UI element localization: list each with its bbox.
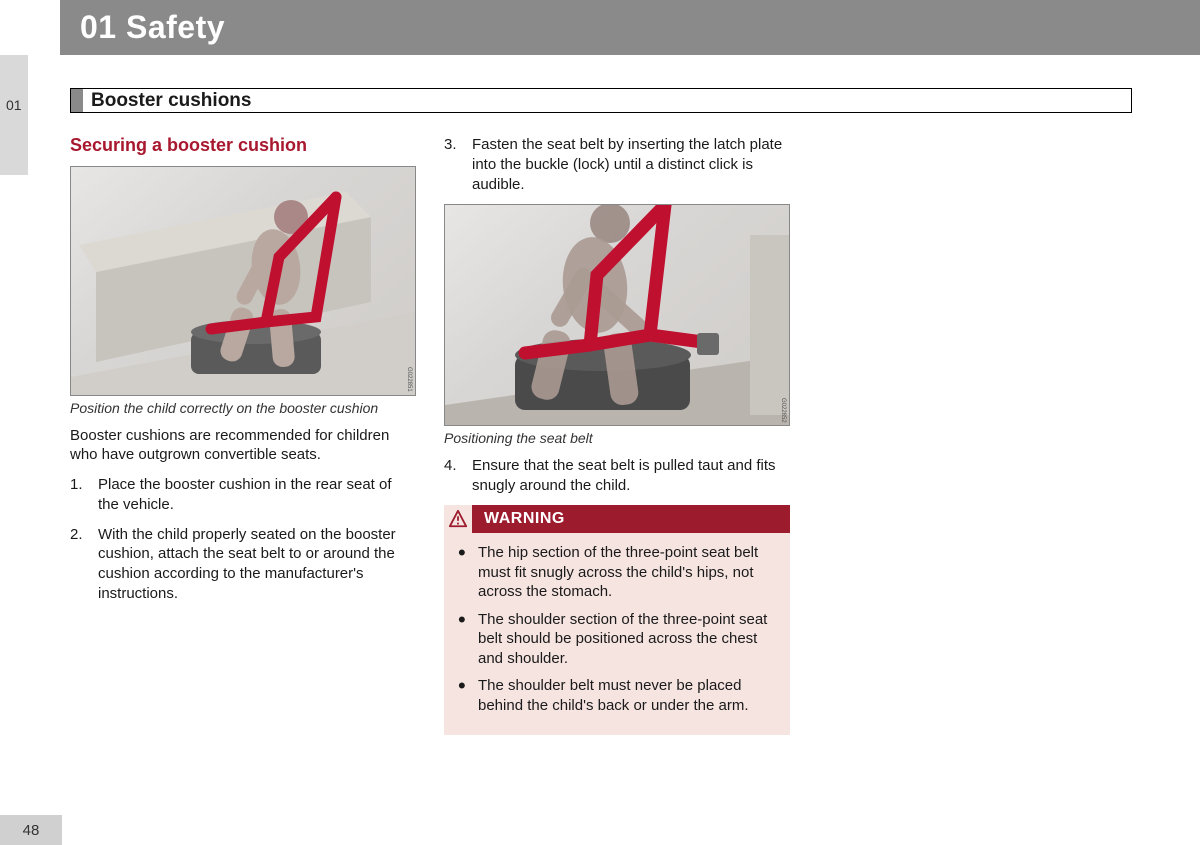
figure-1: G022851: [70, 166, 416, 396]
warning-label: WARNING: [484, 510, 565, 528]
warning-header: WARNING: [444, 505, 790, 533]
warning-item-1: The hip section of the three-point seat …: [458, 543, 776, 602]
warning-item-3: The shoulder belt must never be placed b…: [458, 676, 776, 715]
warning-body: The hip section of the three-point seat …: [444, 533, 790, 735]
step-1: Place the booster cushion in the rear se…: [70, 475, 416, 515]
section-title-accent: [71, 89, 83, 112]
figure-1-caption: Position the child correctly on the boos…: [70, 400, 416, 418]
figure-1-code: G022851: [406, 367, 412, 392]
subheading: Securing a booster cushion: [70, 135, 416, 156]
steps-list-2a: Fasten the seat belt by inserting the la…: [444, 135, 790, 194]
figure-2-caption: Positioning the seat belt: [444, 430, 790, 448]
page-number-value: 48: [23, 822, 40, 839]
warning-box: WARNING The hip section of the three-poi…: [444, 505, 790, 735]
warning-icon: [444, 505, 472, 533]
section-title-bar: Booster cushions: [70, 88, 1132, 113]
section-title: Booster cushions: [91, 90, 251, 112]
figure-2-code: G022852: [780, 398, 786, 423]
chapter-tab-number: 01: [6, 97, 22, 113]
column-right: Fasten the seat belt by inserting the la…: [444, 135, 790, 735]
chapter-tab: 01: [0, 55, 28, 175]
intro-paragraph: Booster cushions are recommended for chi…: [70, 426, 416, 466]
seatbelt-icon: [10, 3, 58, 51]
chapter-title: 01 Safety: [80, 9, 225, 46]
column-left: Securing a booster cushion G022851 Posit…: [70, 135, 416, 735]
chapter-header: 01 Safety: [60, 0, 1200, 55]
steps-list-1: Place the booster cushion in the rear se…: [70, 475, 416, 604]
step-3: Fasten the seat belt by inserting the la…: [444, 135, 790, 194]
content-columns: Securing a booster cushion G022851 Posit…: [70, 135, 790, 735]
step-4: Ensure that the seat belt is pulled taut…: [444, 456, 790, 496]
page-number: 48: [0, 815, 62, 845]
warning-item-2: The shoulder section of the three-point …: [458, 610, 776, 669]
figure-2: G022852: [444, 204, 790, 426]
steps-list-2b: Ensure that the seat belt is pulled taut…: [444, 456, 790, 496]
step-2: With the child properly seated on the bo…: [70, 525, 416, 604]
